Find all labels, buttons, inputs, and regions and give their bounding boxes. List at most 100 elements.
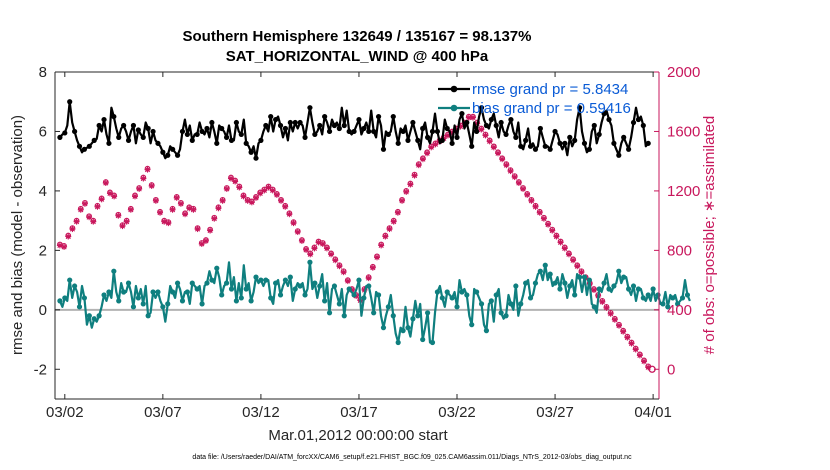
legend: rmse grand pr = 5.8434 bias grand pr = 0… xyxy=(438,81,631,117)
obs-assimilated-marker xyxy=(603,304,610,311)
rmse-data-point xyxy=(253,155,259,161)
bias-data-point xyxy=(665,304,671,310)
bias-data-point xyxy=(390,313,396,319)
rmse-data-point xyxy=(57,134,63,140)
obs-assimilated-marker xyxy=(69,226,76,233)
obs-assimilated-marker xyxy=(219,197,226,204)
rmse-data-point xyxy=(174,152,181,158)
obs-assimilated-marker xyxy=(632,346,639,353)
bias-data-point xyxy=(444,289,450,295)
rmse-data-point xyxy=(125,137,132,143)
bias-data-point xyxy=(552,280,558,286)
bias-data-point xyxy=(650,286,656,292)
y-left-tick-label: 4 xyxy=(39,183,47,200)
bias-data-point xyxy=(111,268,117,274)
rmse-data-point xyxy=(297,119,303,126)
rmse-data-point xyxy=(542,143,548,149)
obs-assimilated-marker xyxy=(620,328,627,335)
bias-data-point xyxy=(483,328,490,334)
bias-data-point xyxy=(675,301,681,307)
bias-data-point xyxy=(223,280,230,286)
bias-data-point xyxy=(493,292,499,298)
bias-data-point xyxy=(174,280,181,286)
rmse-data-point xyxy=(179,128,186,135)
obs-assimilated-marker xyxy=(641,358,648,365)
obs-assimilated-marker xyxy=(336,263,343,270)
bias-data-point xyxy=(76,304,83,310)
bias-data-point xyxy=(361,295,367,301)
bias-data-point xyxy=(371,310,377,316)
bias-data-point xyxy=(454,304,460,310)
rmse-data-point xyxy=(640,122,646,129)
rmse-data-point xyxy=(219,125,225,132)
y-axis-right-label: # of obs: o=possible; ∗=assimilated xyxy=(701,116,718,355)
rmse-data-point xyxy=(76,143,83,149)
bias-data-point xyxy=(351,292,357,298)
bias-data-point xyxy=(630,283,637,289)
bias-data-point xyxy=(135,295,141,301)
bias-data-point xyxy=(170,289,176,295)
rmse-data-point xyxy=(581,140,588,146)
rmse-data-point xyxy=(572,137,578,143)
rmse-data-point xyxy=(454,134,460,140)
bias-data-point xyxy=(508,301,514,307)
x-tick-label: 03/17 xyxy=(340,404,378,421)
obs-assimilated-marker xyxy=(432,141,439,148)
obs-assimilated-marker xyxy=(428,144,435,151)
bias-data-point xyxy=(204,280,210,286)
chart-subtitle: SAT_HORIZONTAL_WIND @ 400 hPa xyxy=(226,48,489,65)
obs-assimilated-marker xyxy=(144,166,151,173)
bias-data-point xyxy=(611,283,617,289)
legend-rmse-label: rmse grand pr = 5.8434 xyxy=(472,81,628,98)
obs-assimilated-marker xyxy=(294,229,301,236)
obs-assimilated-marker xyxy=(182,211,189,218)
bias-data-point xyxy=(57,298,63,304)
rmse-data-point xyxy=(273,116,279,123)
rmse-data-point xyxy=(645,140,651,146)
bias-data-point xyxy=(385,304,391,310)
rmse-data-point xyxy=(611,140,617,146)
obs-assimilated-marker xyxy=(624,334,631,341)
bias-data-point xyxy=(219,292,225,298)
rmse-data-point xyxy=(341,122,347,129)
rmse-data-point xyxy=(537,125,543,132)
obs-assimilated-marker xyxy=(419,156,426,163)
rmse-data-point xyxy=(243,140,249,146)
bias-data-point xyxy=(670,295,676,301)
bias-data-point xyxy=(302,292,308,298)
bias-data-point xyxy=(581,274,588,280)
rmse-data-point xyxy=(606,116,612,123)
bias-data-point xyxy=(72,283,78,289)
y-right-tick-label: 2000 xyxy=(667,64,700,81)
rmse-data-point xyxy=(116,134,122,140)
bias-data-point xyxy=(346,286,352,292)
y-right-tick-label: 1600 xyxy=(667,123,700,140)
bias-data-point xyxy=(429,339,436,346)
obs-assimilated-marker xyxy=(411,172,418,179)
x-tick-label: 03/27 xyxy=(536,404,574,421)
y-right-tick-label: 1200 xyxy=(667,183,700,200)
bias-data-point xyxy=(616,268,622,274)
obs-assimilated-marker xyxy=(98,196,105,203)
rmse-data-point xyxy=(616,152,622,158)
rmse-data-point xyxy=(527,143,534,149)
bias-data-point xyxy=(184,289,190,295)
x-tick-label: 03/07 xyxy=(144,404,182,421)
bias-data-point xyxy=(336,301,342,307)
obs-assimilated-marker xyxy=(520,185,527,192)
rmse-data-point xyxy=(405,137,411,143)
obs-assimilated-marker xyxy=(290,220,297,227)
obs-assimilated-marker xyxy=(232,178,239,185)
rmse-data-point xyxy=(184,131,190,138)
bias-data-point xyxy=(542,262,548,268)
obs-assimilated-marker xyxy=(94,203,101,210)
obs-assimilated-marker xyxy=(90,218,97,225)
axis-ticks: 8 6 4 2 0 -2 2000 1600 1200 800 400 0 03/02 03/07 03/1… xyxy=(34,64,701,421)
bias-data-point xyxy=(469,322,475,328)
rmse-data-point xyxy=(420,125,426,132)
bias-data-point xyxy=(228,286,235,292)
rmse-data-point xyxy=(444,125,450,132)
obs-assimilated-marker xyxy=(328,251,335,258)
rmse-data-point xyxy=(449,140,455,146)
y-axis-left-label: rmse and bias (model - observation) xyxy=(9,115,26,355)
